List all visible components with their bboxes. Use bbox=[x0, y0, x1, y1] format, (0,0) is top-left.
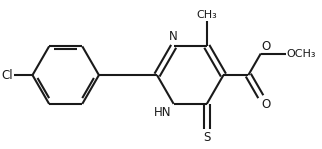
Text: Cl: Cl bbox=[2, 69, 14, 82]
Text: N: N bbox=[169, 30, 178, 43]
Text: CH₃: CH₃ bbox=[196, 10, 217, 20]
Text: OCH₃: OCH₃ bbox=[287, 49, 316, 59]
Text: O: O bbox=[261, 98, 271, 111]
Text: S: S bbox=[203, 131, 211, 144]
Text: O: O bbox=[261, 40, 271, 53]
Text: HN: HN bbox=[154, 106, 171, 119]
